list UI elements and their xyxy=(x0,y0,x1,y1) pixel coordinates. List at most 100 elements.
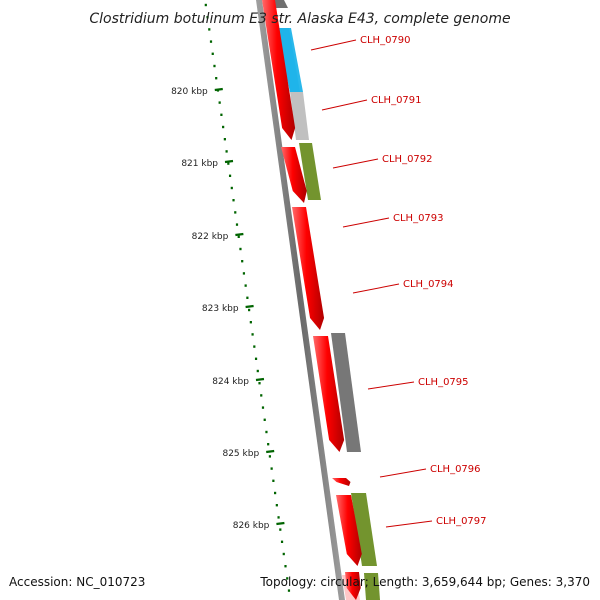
ruler-dot xyxy=(256,369,259,373)
accession-text: Accession: NC_010723 xyxy=(9,575,145,589)
ruler-dot xyxy=(244,284,247,287)
gene-label: CLH_0790 xyxy=(360,35,411,46)
cds-arrow xyxy=(313,336,345,452)
ruler-dot xyxy=(223,138,226,141)
gene-leader-line xyxy=(310,39,357,51)
ruler-dot xyxy=(242,272,246,275)
ruler-tick-label: 825 kbp xyxy=(222,449,259,459)
ruler-major-tick xyxy=(245,304,254,309)
ruler-dot xyxy=(206,16,209,19)
cds-arrow xyxy=(281,147,307,203)
gene-leader-line xyxy=(342,217,390,228)
ruler-dot xyxy=(248,308,251,312)
ruler-tick-label: 822 kbp xyxy=(192,232,229,242)
gene-leader-line xyxy=(379,468,427,478)
ruler-major-tick xyxy=(255,377,265,382)
gene-leader-line xyxy=(352,283,400,294)
ruler-minor-ticks xyxy=(204,3,291,592)
ruler-tick-label: 826 kbp xyxy=(233,521,270,531)
ruler-dot xyxy=(239,247,242,251)
ruler-dot xyxy=(209,40,213,43)
gene-label: CLH_0796 xyxy=(430,464,481,475)
genome-backbone xyxy=(256,0,345,600)
ruler-dot xyxy=(272,479,275,482)
ruler-tick-label: 823 kbp xyxy=(202,304,239,314)
ruler-dot xyxy=(222,125,225,129)
ruler-dot xyxy=(208,28,211,31)
cog-bar xyxy=(276,28,300,92)
cog-bar xyxy=(331,333,361,452)
ruler-dot xyxy=(279,528,282,531)
cds-track xyxy=(262,0,362,600)
ruler-major-ticks: 820 kbp 821 kbp 822 kbp 823 kbp 824 kbp 825 k… xyxy=(171,87,285,531)
gene-label: CLH_0795 xyxy=(418,377,469,388)
ruler-dot xyxy=(232,199,235,202)
ruler-dot xyxy=(280,540,284,543)
ruler-dot xyxy=(260,394,263,397)
ruler-dot xyxy=(268,455,272,458)
ruler-dot xyxy=(267,443,270,446)
cds-arrow xyxy=(336,495,362,566)
gene-leader-line xyxy=(385,520,433,528)
gene-leader-line xyxy=(332,158,379,169)
ruler-tick-label: 821 kbp xyxy=(181,159,218,169)
ruler-dot xyxy=(263,418,266,421)
ruler-dot xyxy=(270,467,273,470)
ruler-dot xyxy=(249,321,252,324)
cds-arrow xyxy=(292,207,325,330)
ruler-major-tick xyxy=(224,159,234,164)
cds-arrow xyxy=(262,0,296,140)
ruler-dot xyxy=(237,235,240,238)
ruler-dot xyxy=(282,552,285,556)
ruler-dot xyxy=(254,357,258,360)
ruler-dot xyxy=(284,565,287,568)
ruler-major-tick xyxy=(266,449,275,454)
ruler-dot xyxy=(230,186,233,190)
ruler-dot xyxy=(204,3,207,7)
ruler-dot xyxy=(215,77,218,80)
ruler-dot xyxy=(275,504,278,507)
gene-label: CLH_0791 xyxy=(371,95,422,106)
backbone-band xyxy=(256,0,345,600)
ruler-dot xyxy=(213,64,216,68)
ruler-dot xyxy=(241,260,244,263)
ruler-major-tick xyxy=(214,87,223,92)
gene-label: CLH_0797 xyxy=(436,516,487,527)
ruler-dot xyxy=(234,211,237,214)
ruler-dot xyxy=(265,430,268,434)
ruler-major-tick xyxy=(235,232,244,237)
cds-arrow xyxy=(345,572,361,600)
cog-bar xyxy=(351,493,377,566)
genome-summary-text: Topology: circular; Length: 3,659,644 bp… xyxy=(259,575,590,589)
ruler-tick-label: 820 kbp xyxy=(171,87,208,97)
gene-leader-line xyxy=(321,99,368,111)
ruler-dot xyxy=(225,150,228,153)
cog-bar xyxy=(299,143,321,200)
ruler-dot xyxy=(287,589,291,592)
cog-bar xyxy=(364,573,380,600)
ruler-dot xyxy=(246,296,249,299)
gene-label: CLH_0792 xyxy=(382,154,433,165)
ruler-major-tick xyxy=(276,521,285,526)
ruler-dot xyxy=(274,491,277,495)
ruler-dot xyxy=(211,52,214,55)
ruler-dot xyxy=(218,101,221,104)
ruler-tick-label: 824 kbp xyxy=(212,377,249,387)
map-title: Clostridium botulinum E3 str. Alaska E43… xyxy=(89,11,510,27)
gene-label: CLH_0794 xyxy=(403,279,454,290)
ruler-dot xyxy=(228,174,232,177)
ruler-dot xyxy=(277,516,280,519)
ruler-dot xyxy=(220,113,223,116)
ruler-dot xyxy=(261,406,265,409)
ruler-dot xyxy=(253,345,256,348)
ruler-dot xyxy=(227,162,230,165)
gene-leader-line xyxy=(367,381,415,390)
ruler-dot xyxy=(235,223,239,226)
ruler-dot xyxy=(251,333,254,336)
ruler-dot xyxy=(286,577,289,580)
ruler-dot xyxy=(258,382,261,385)
cds-arrow xyxy=(332,478,351,486)
gene-label: CLH_0793 xyxy=(393,213,444,224)
gene-labels: CLH_0790 CLH_0791 CLH_0792 CLH_0793 CLH_0794… xyxy=(310,35,487,528)
